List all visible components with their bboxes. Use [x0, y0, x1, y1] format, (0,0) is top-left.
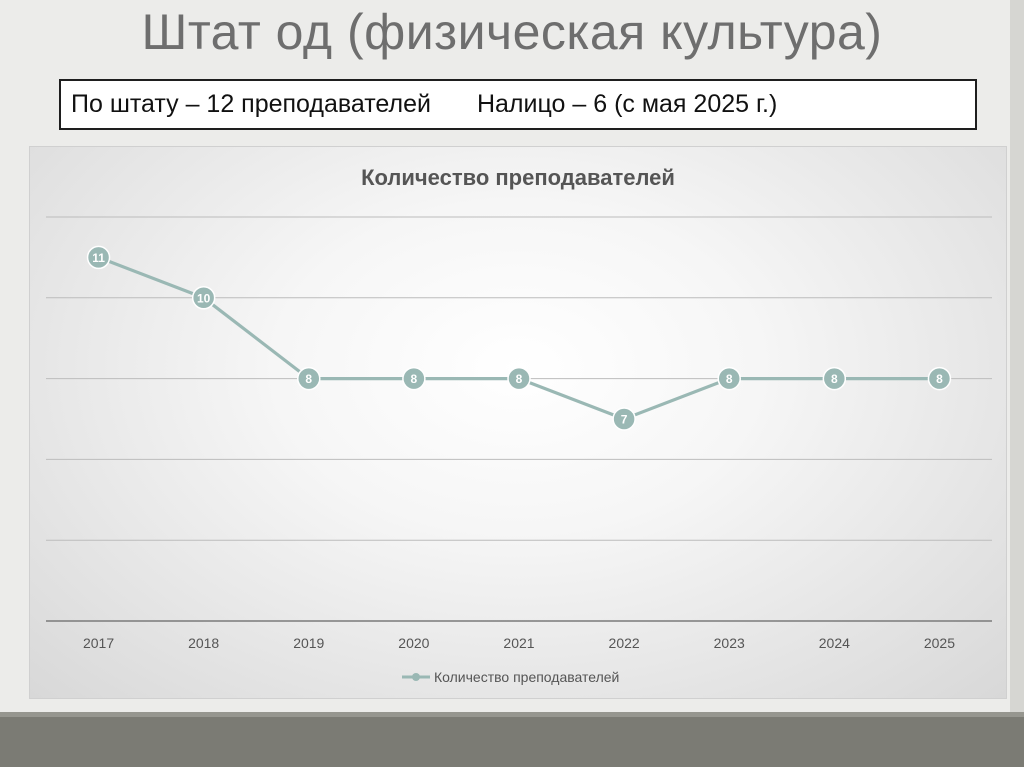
legend-marker [412, 673, 420, 681]
staff-info-box: По штату – 12 преподавателей Налицо – 6 (… [59, 79, 977, 130]
data-point [927, 366, 952, 391]
staff-actual-text: Налицо – 6 (с мая 2025 г.) [476, 90, 778, 118]
data-label: 10 [197, 291, 211, 305]
x-tick-label: 2022 [609, 635, 640, 651]
data-point [191, 286, 216, 310]
data-label: 8 [305, 372, 312, 386]
x-tick-label: 2023 [714, 635, 745, 651]
x-tick-label: 2018 [188, 635, 219, 651]
data-point [822, 366, 847, 391]
line-chart: 2017 2018 2019 2020 2021 2022 2023 2024 2025 11 10… [46, 216, 992, 685]
bottom-band-divider [0, 712, 1024, 717]
series-line [97, 255, 940, 421]
x-tick-label: 2019 [293, 635, 324, 651]
data-point [402, 366, 426, 391]
x-tick-label: 2024 [819, 635, 850, 651]
data-point [612, 407, 636, 431]
chart-area: Количество преподавателей 2017 2018 2019 20… [29, 146, 1007, 699]
slide-title: Штат од (физическая культура) [141, 4, 883, 60]
data-point [717, 366, 741, 391]
data-label: 11 [92, 251, 105, 265]
data-point [86, 245, 111, 270]
data-label: 7 [621, 413, 628, 427]
x-tick-label: 2025 [924, 635, 955, 651]
x-tick-label: 2017 [83, 635, 114, 651]
x-tick-label: 2020 [398, 635, 429, 651]
x-tick-label: 2021 [503, 635, 534, 651]
data-point [297, 366, 321, 391]
legend-label: Количество преподавателей [434, 669, 619, 685]
data-label: 8 [411, 372, 418, 386]
slide-right-border [1010, 0, 1024, 712]
data-point [507, 366, 531, 391]
chart-title: Количество преподавателей [361, 165, 675, 190]
data-label: 8 [516, 372, 523, 386]
staff-planned-text: По штату – 12 преподавателей [71, 90, 431, 118]
data-label: 8 [726, 372, 733, 386]
bottom-band [0, 712, 1024, 767]
data-label: 8 [936, 372, 943, 386]
data-label: 8 [831, 372, 838, 386]
